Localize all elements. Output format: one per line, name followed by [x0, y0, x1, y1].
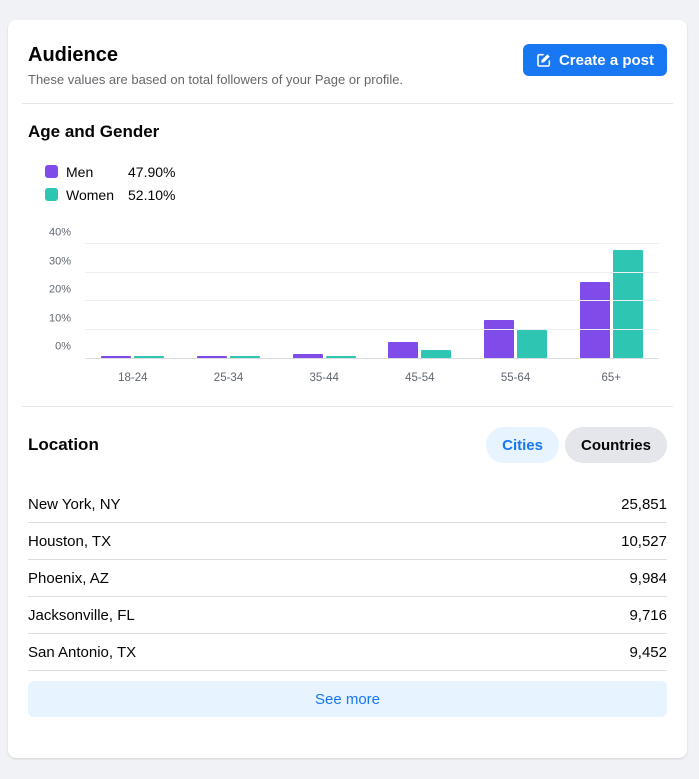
bar-group-55-64: [468, 232, 564, 358]
x-tick-label: 45-54: [405, 372, 435, 384]
audience-header: Audience These values are based on total…: [8, 20, 687, 89]
bar-men-65+[interactable]: [579, 281, 610, 358]
bar-men-45-54[interactable]: [388, 342, 419, 358]
location-row: Houston, TX 10,527: [28, 523, 667, 560]
legend-value: 47.90%: [128, 163, 176, 180]
bar-women-55-64[interactable]: [517, 329, 548, 358]
location-name: New York, NY: [28, 495, 121, 513]
age-gender-title: Age and Gender: [28, 122, 160, 141]
legend-label: Women: [66, 186, 114, 203]
bar-women-45-54[interactable]: [421, 350, 452, 358]
section-divider: [22, 103, 673, 104]
bar-women-65+[interactable]: [612, 250, 643, 358]
location-row: Phoenix, AZ 9,984: [28, 560, 667, 597]
compose-icon: [536, 52, 552, 68]
chart-x-axis: 18-24 25-34 35-44 45-54 55-64 65+: [85, 372, 659, 384]
legend-label: Men: [66, 163, 94, 180]
bar-group-18-24: [85, 232, 181, 358]
bar-group-35-44: [276, 232, 372, 358]
location-header: Location Cities Countries: [28, 427, 667, 463]
page-title: Audience: [28, 44, 119, 66]
location-name: Houston, TX: [28, 532, 112, 550]
y-tick-label: 0%: [55, 340, 71, 353]
x-tick-label: 18-24: [118, 372, 148, 384]
women-color-swatch: [45, 188, 58, 201]
age-gender-chart: 0% 10% 20% 30% 40% 18-24 25-34 35-44 45-54 55-64…: [28, 227, 667, 392]
page-subtitle: These values are based on total follower…: [28, 72, 404, 87]
location-tab-countries[interactable]: Countries: [564, 427, 667, 463]
location-count: 9,452: [629, 643, 667, 661]
header-text: Audience These values are based on total…: [28, 42, 403, 89]
y-tick-label: 30%: [48, 255, 71, 267]
location-name: Phoenix, AZ: [28, 569, 109, 587]
bar-group-45-54: [372, 232, 468, 358]
gridline-30: [85, 271, 659, 273]
location-tab-cities[interactable]: Cities: [486, 427, 559, 463]
legend-item-men: Men 47.90%: [45, 160, 667, 183]
location-tabs: Cities Countries: [486, 427, 667, 463]
legend-value: 52.10%: [128, 186, 176, 203]
bar-men-55-64[interactable]: [484, 320, 515, 358]
gridline-10: [85, 328, 659, 330]
x-tick-label: 65+: [601, 372, 621, 384]
bar-men-18-24[interactable]: [101, 356, 132, 358]
location-row: San Antonio, TX 9,452: [28, 634, 667, 671]
chart-bars: [85, 232, 659, 358]
location-count: 10,527: [621, 532, 667, 550]
audience-card: Audience These values are based on total…: [8, 20, 687, 758]
location-count: 9,984: [629, 569, 667, 587]
gridline-40: [85, 243, 659, 244]
gridline-20: [85, 300, 659, 301]
y-tick-label: 40%: [48, 226, 71, 239]
bar-men-35-44[interactable]: [292, 354, 323, 358]
location-count: 9,716: [629, 606, 667, 624]
create-post-label: Create a post: [558, 51, 654, 69]
location-name: Jacksonville, FL: [28, 606, 135, 624]
age-gender-section: Age and Gender Men 47.90% Women 52.10% 0…: [8, 104, 687, 392]
bar-group-25-34: [181, 232, 277, 358]
y-tick-label: 20%: [48, 283, 71, 296]
location-table: New York, NY 25,851 Houston, TX 10,527 Phoen…: [28, 486, 667, 671]
location-row: Jacksonville, FL 9,716: [28, 597, 667, 634]
bar-women-18-24[interactable]: [134, 356, 165, 358]
chart-plot-area: 0% 10% 20% 30% 40%: [49, 227, 659, 359]
x-tick-label: 35-44: [309, 372, 339, 384]
location-section: Location Cities Countries New York, NY 25,…: [8, 407, 687, 717]
location-title: Location: [28, 435, 99, 454]
section-divider: [22, 406, 673, 407]
location-name: San Antonio, TX: [28, 643, 137, 661]
legend-item-women: Women 52.10%: [45, 183, 667, 206]
bar-women-35-44[interactable]: [325, 355, 356, 358]
y-tick-label: 10%: [48, 312, 71, 324]
x-tick-label: 25-34: [213, 372, 244, 384]
x-tick-label: 55-64: [500, 372, 531, 384]
location-count: 25,851: [621, 495, 667, 513]
bar-group-65+: [563, 232, 659, 358]
men-color-swatch: [45, 165, 58, 178]
bar-women-25-34[interactable]: [230, 356, 260, 358]
bar-men-25-34[interactable]: [197, 356, 227, 358]
chart-legend: Men 47.90% Women 52.10%: [45, 160, 667, 206]
create-post-button[interactable]: Create a post: [522, 44, 667, 76]
see-more-button[interactable]: See more: [28, 681, 667, 717]
location-row: New York, NY 25,851: [28, 486, 667, 523]
